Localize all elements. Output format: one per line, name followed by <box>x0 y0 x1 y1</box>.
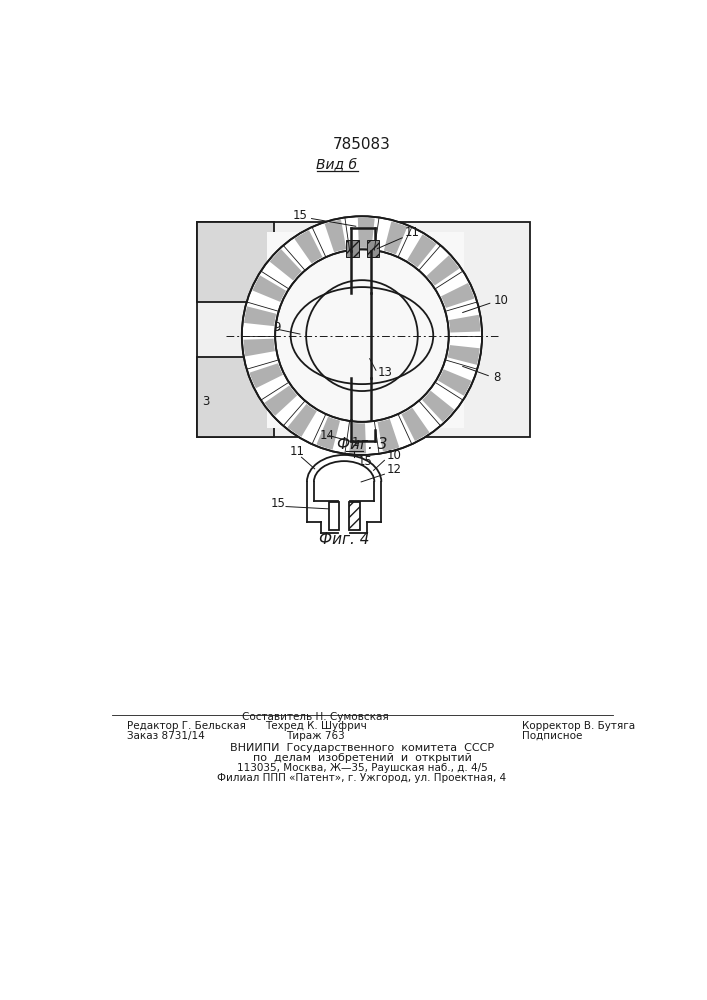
Wedge shape <box>264 386 297 416</box>
Wedge shape <box>325 220 346 252</box>
Text: Вид б: Вид б <box>316 158 357 172</box>
Text: 1: 1 <box>352 436 359 449</box>
Text: 14: 14 <box>320 429 334 442</box>
Wedge shape <box>288 404 317 437</box>
Text: 13: 13 <box>378 366 392 379</box>
Wedge shape <box>244 306 276 326</box>
Bar <box>197 357 274 437</box>
Text: Техред К. Шуфрич: Техред К. Шуфрич <box>264 721 366 731</box>
Text: 15: 15 <box>358 455 373 468</box>
Wedge shape <box>252 275 286 302</box>
Text: Филиал ППП «Патент», г. Ужгород, ул. Проектная, 4: Филиал ППП «Патент», г. Ужгород, ул. Про… <box>217 773 506 783</box>
Bar <box>349 502 360 530</box>
Wedge shape <box>438 369 472 396</box>
Bar <box>197 222 530 437</box>
Text: Составитель Н. Сумовская: Составитель Н. Сумовская <box>242 712 389 722</box>
Text: 11: 11 <box>404 226 419 238</box>
Text: 11: 11 <box>290 445 305 458</box>
Bar <box>197 222 274 302</box>
Wedge shape <box>448 345 480 365</box>
Bar <box>367 240 379 257</box>
Wedge shape <box>441 283 474 308</box>
Text: 113035, Москва, Ж—35, Раушская наб., д. 4/5: 113035, Москва, Ж—35, Раушская наб., д. … <box>237 763 487 773</box>
Wedge shape <box>269 249 302 280</box>
Wedge shape <box>402 408 429 441</box>
Wedge shape <box>426 255 460 286</box>
Wedge shape <box>294 230 322 263</box>
Wedge shape <box>384 221 407 255</box>
Wedge shape <box>358 218 375 248</box>
Text: по  делам  изобретений  и  открытий: по делам изобретений и открытий <box>252 753 472 763</box>
Text: Фиг. 3: Фиг. 3 <box>337 437 387 452</box>
Text: 15: 15 <box>293 209 308 222</box>
Text: Подписное: Подписное <box>522 731 583 741</box>
Wedge shape <box>349 423 366 453</box>
Wedge shape <box>449 315 481 333</box>
Wedge shape <box>242 216 482 455</box>
Bar <box>346 240 359 257</box>
Wedge shape <box>378 419 399 452</box>
Text: 10: 10 <box>493 294 508 307</box>
Wedge shape <box>250 363 283 388</box>
Text: Редактор Г. Бельская: Редактор Г. Бельская <box>127 721 246 731</box>
Wedge shape <box>317 417 340 450</box>
Wedge shape <box>422 391 454 422</box>
Text: 785083: 785083 <box>333 137 391 152</box>
Text: 9: 9 <box>273 321 280 334</box>
Wedge shape <box>243 339 275 356</box>
Text: ВНИИПИ  Государственного  комитета  СССР: ВНИИПИ Государственного комитета СССР <box>230 743 494 753</box>
Text: 15: 15 <box>271 497 286 510</box>
Bar <box>329 502 339 530</box>
Bar <box>267 232 464 428</box>
Text: Заказ 8731/14: Заказ 8731/14 <box>127 731 205 741</box>
Text: Тираж 763: Тираж 763 <box>286 731 345 741</box>
Text: 3: 3 <box>202 395 210 408</box>
Text: Корректор В. Бутяга: Корректор В. Бутяга <box>522 721 636 731</box>
Text: 8: 8 <box>493 371 501 384</box>
Text: 10: 10 <box>387 449 402 462</box>
Text: Фиг. 4: Фиг. 4 <box>319 532 369 547</box>
Text: 12: 12 <box>387 463 402 476</box>
Wedge shape <box>407 234 436 267</box>
